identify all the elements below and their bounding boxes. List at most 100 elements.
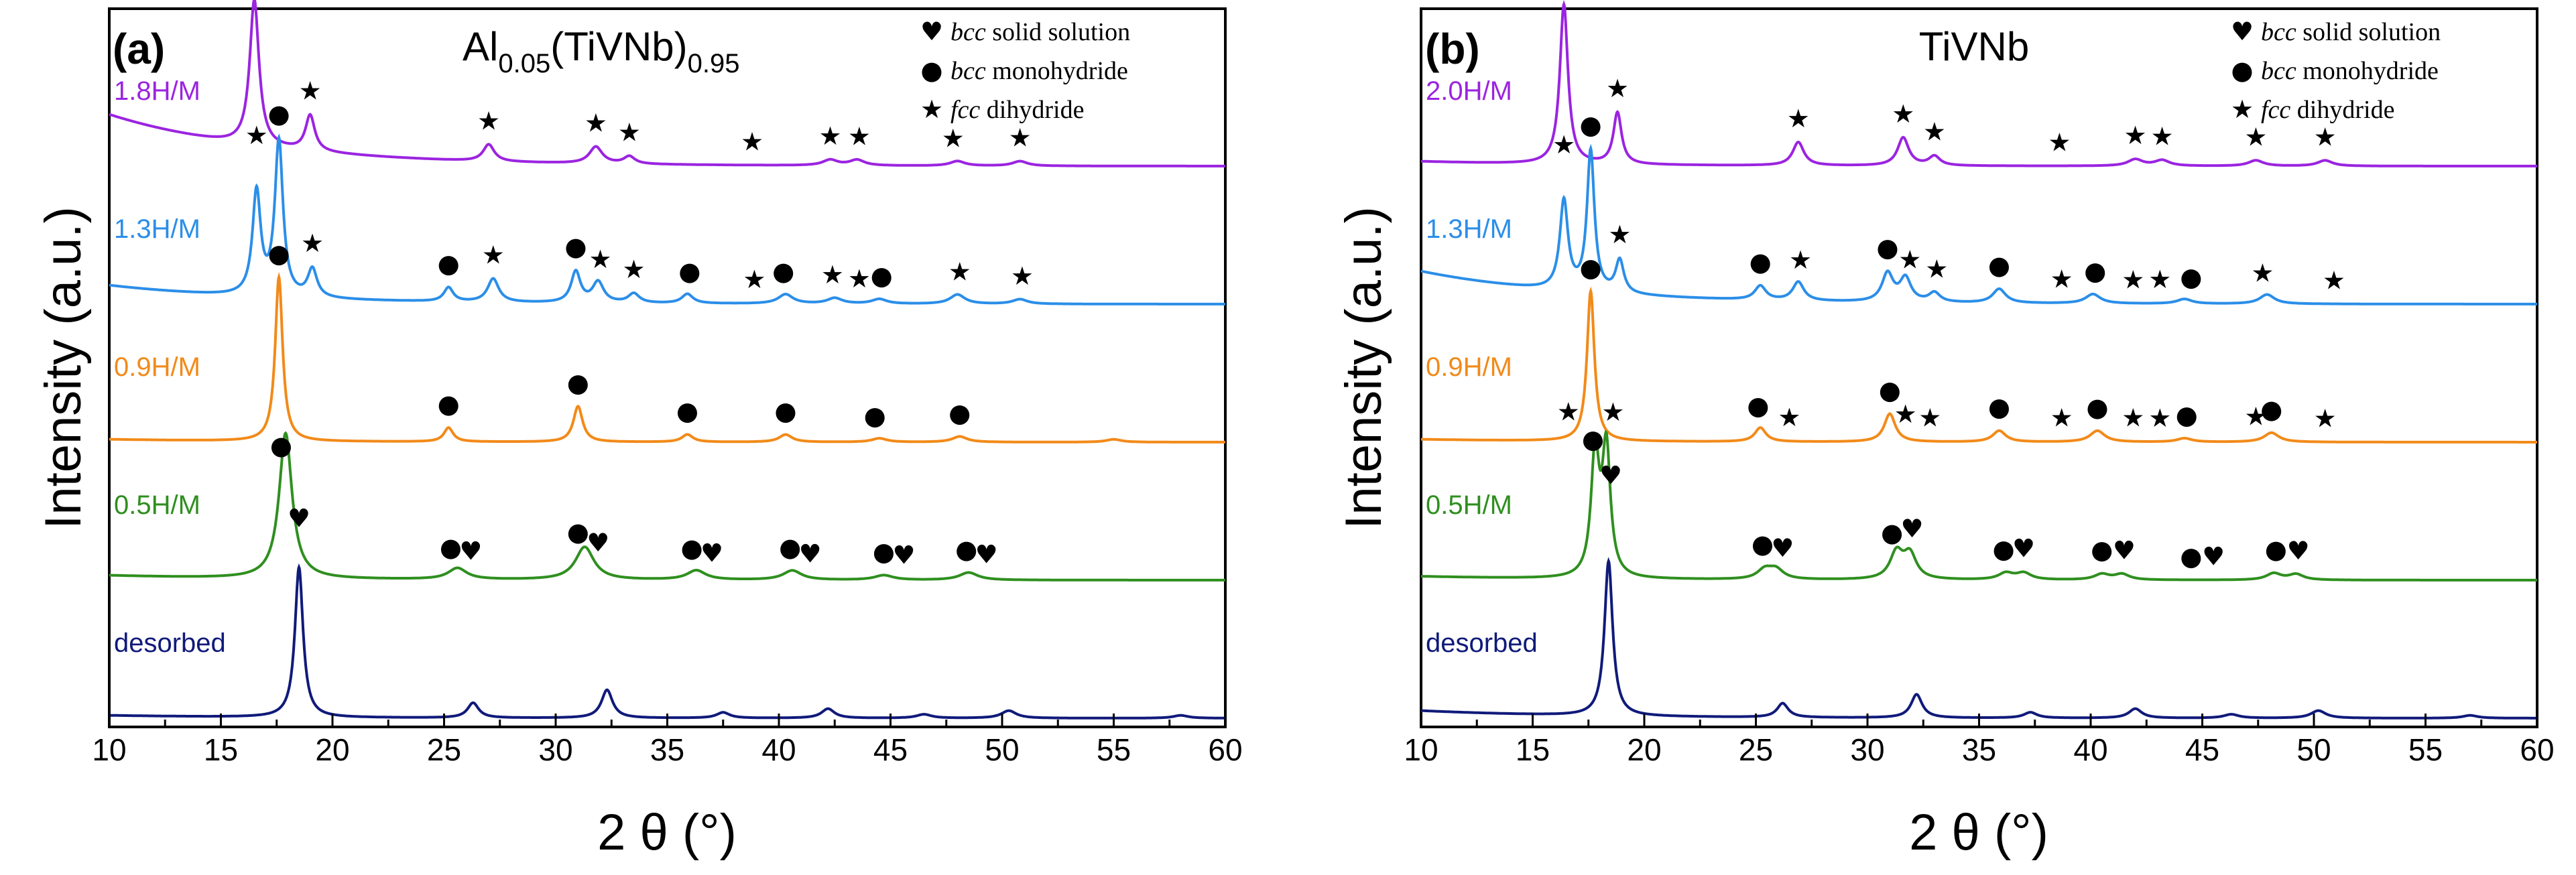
peak-marker: ● <box>676 396 698 425</box>
peak-marker: ★ <box>1778 403 1800 432</box>
peak-marker: ♥ <box>1771 533 1794 563</box>
peak-marker: ★ <box>1009 123 1032 153</box>
peak-marker: ★ <box>1557 397 1580 427</box>
panel-b-y-axis-title: Intensity (a.u.) <box>1335 206 1392 529</box>
series-line <box>109 271 1225 444</box>
series-line <box>109 0 1225 167</box>
series-label: 0.9H/M <box>1426 352 1512 382</box>
peak-marker: ● <box>1752 529 1774 559</box>
peak-marker: ● <box>1993 534 2015 563</box>
x-tick-label: 10 <box>1404 732 1438 767</box>
series-label: desorbed <box>114 628 226 658</box>
panel-b-legend: ♥ bcc solid solution ● bcc monohydride★ fcc … <box>2231 17 2441 124</box>
x-tick-label: 20 <box>1627 732 1661 767</box>
peak-marker: ★ <box>1789 245 1812 275</box>
peak-marker: ★ <box>2151 121 2174 151</box>
peak-marker: ♥ <box>2012 534 2035 563</box>
peak-marker: ★ <box>1601 397 1624 427</box>
peak-marker: ● <box>2265 535 2287 564</box>
peak-marker: ● <box>267 99 290 129</box>
peak-marker: ● <box>438 389 460 419</box>
peak-marker: ★ <box>819 121 842 151</box>
peak-marker: ★ <box>1787 104 1810 133</box>
series-line <box>1420 143 2537 306</box>
peak-marker: ★ <box>1606 74 1629 103</box>
x-tick-label: 35 <box>650 732 684 767</box>
x-tick-label: 30 <box>1850 732 1884 767</box>
peak-marker: ♥ <box>587 528 609 557</box>
series-label: 0.5H/M <box>114 490 200 520</box>
peak-marker: ★ <box>741 127 763 156</box>
series-label: 0.5H/M <box>1426 490 1512 520</box>
peak-marker: ● <box>1879 376 1901 405</box>
series-label: 1.8H/M <box>114 76 200 106</box>
peak-marker: ♥ <box>2113 536 2136 565</box>
x-tick-label: 60 <box>1208 732 1242 767</box>
peak-marker: ★ <box>618 117 641 147</box>
peak-marker: ● <box>440 533 462 562</box>
peak-marker: ★ <box>2048 127 2071 157</box>
peak-marker: ● <box>2084 257 2106 286</box>
legend-symbol: ● <box>2231 56 2253 85</box>
panel-a-y-axis-title: Intensity (a.u.) <box>35 206 92 529</box>
peak-marker: ♥ <box>700 538 723 567</box>
peak-marker: ★ <box>2244 401 2267 431</box>
series-label: 1.3H/M <box>1426 214 1512 244</box>
legend-symbol: ★ <box>920 94 943 124</box>
peak-marker: ● <box>1579 253 1601 282</box>
peak-marker: ★ <box>2122 403 2144 433</box>
panel-a-title: Al0.05(TiVNb)0.95 <box>463 24 740 78</box>
x-tick-label: 55 <box>1097 732 1131 767</box>
series-line <box>109 431 1225 582</box>
series-line <box>1420 557 2537 720</box>
x-tick-label: 20 <box>315 732 349 767</box>
peak-marker: ★ <box>1918 403 1941 432</box>
peak-marker: ● <box>2180 541 2202 571</box>
peak-marker: ★ <box>2148 265 2171 294</box>
legend-symbol: ♥ <box>920 17 943 46</box>
peak-marker: ★ <box>2050 264 2073 293</box>
panel-a-legend: ♥ bcc solid solution ● bcc monohydride★ fcc … <box>920 17 1130 124</box>
peak-marker: ★ <box>821 260 844 289</box>
peak-marker: ● <box>864 401 886 430</box>
peak-marker: ★ <box>948 257 971 286</box>
peak-marker: ● <box>564 232 587 261</box>
peak-marker: ● <box>772 257 794 286</box>
peak-marker: ★ <box>1552 130 1575 159</box>
peak-marker: ● <box>2260 395 2282 424</box>
peak-marker: ★ <box>1892 99 1914 129</box>
x-tick-label: 15 <box>1516 732 1550 767</box>
peak-marker: ★ <box>477 106 500 135</box>
legend-entry: bcc solid solution <box>950 18 1130 46</box>
x-tick-label: 35 <box>1962 732 1996 767</box>
peak-marker: ★ <box>1608 220 1631 249</box>
peak-marker: ● <box>1988 251 2010 280</box>
peak-marker: ● <box>1750 247 1772 277</box>
x-tick-label: 15 <box>204 732 238 767</box>
peak-marker: ● <box>2180 263 2202 292</box>
peak-marker: ★ <box>2244 122 2267 151</box>
panel-b-chart: 2.0H/M★★★★★★★★★★1.3H/M★●★●★●★★●★●★★●★★0.… <box>1335 0 2555 861</box>
peak-marker: ★ <box>2314 404 2337 433</box>
peak-marker: ★ <box>1898 245 1921 275</box>
peak-marker: ★ <box>585 109 607 138</box>
x-tick-label: 50 <box>985 732 1019 767</box>
series-label: 2.0H/M <box>1426 76 1512 106</box>
peak-marker: ★ <box>2314 122 2337 151</box>
peak-marker: ★ <box>245 121 268 150</box>
peak-marker: ♥ <box>799 539 822 568</box>
peak-marker: ● <box>567 368 589 397</box>
panel-b-x-axis-title: 2 θ (°) <box>1909 804 2048 861</box>
peak-marker: ★ <box>2050 403 2073 433</box>
peak-marker: ● <box>267 239 290 269</box>
x-tick-label: 30 <box>538 732 572 767</box>
x-tick-label: 50 <box>2296 732 2331 767</box>
peak-marker: ● <box>1579 110 1601 139</box>
panel-a-chart: 1.8H/M★★★★★★★★★★1.3H/M★●★●★●★★●★●★★●★★0.… <box>35 0 1243 861</box>
peak-marker: ♥ <box>2202 541 2225 571</box>
legend-entry: bcc monohydride <box>950 57 1128 85</box>
peak-marker: ★ <box>2148 403 2171 433</box>
peak-marker: ♥ <box>892 541 915 570</box>
peak-marker: ★ <box>848 122 871 151</box>
